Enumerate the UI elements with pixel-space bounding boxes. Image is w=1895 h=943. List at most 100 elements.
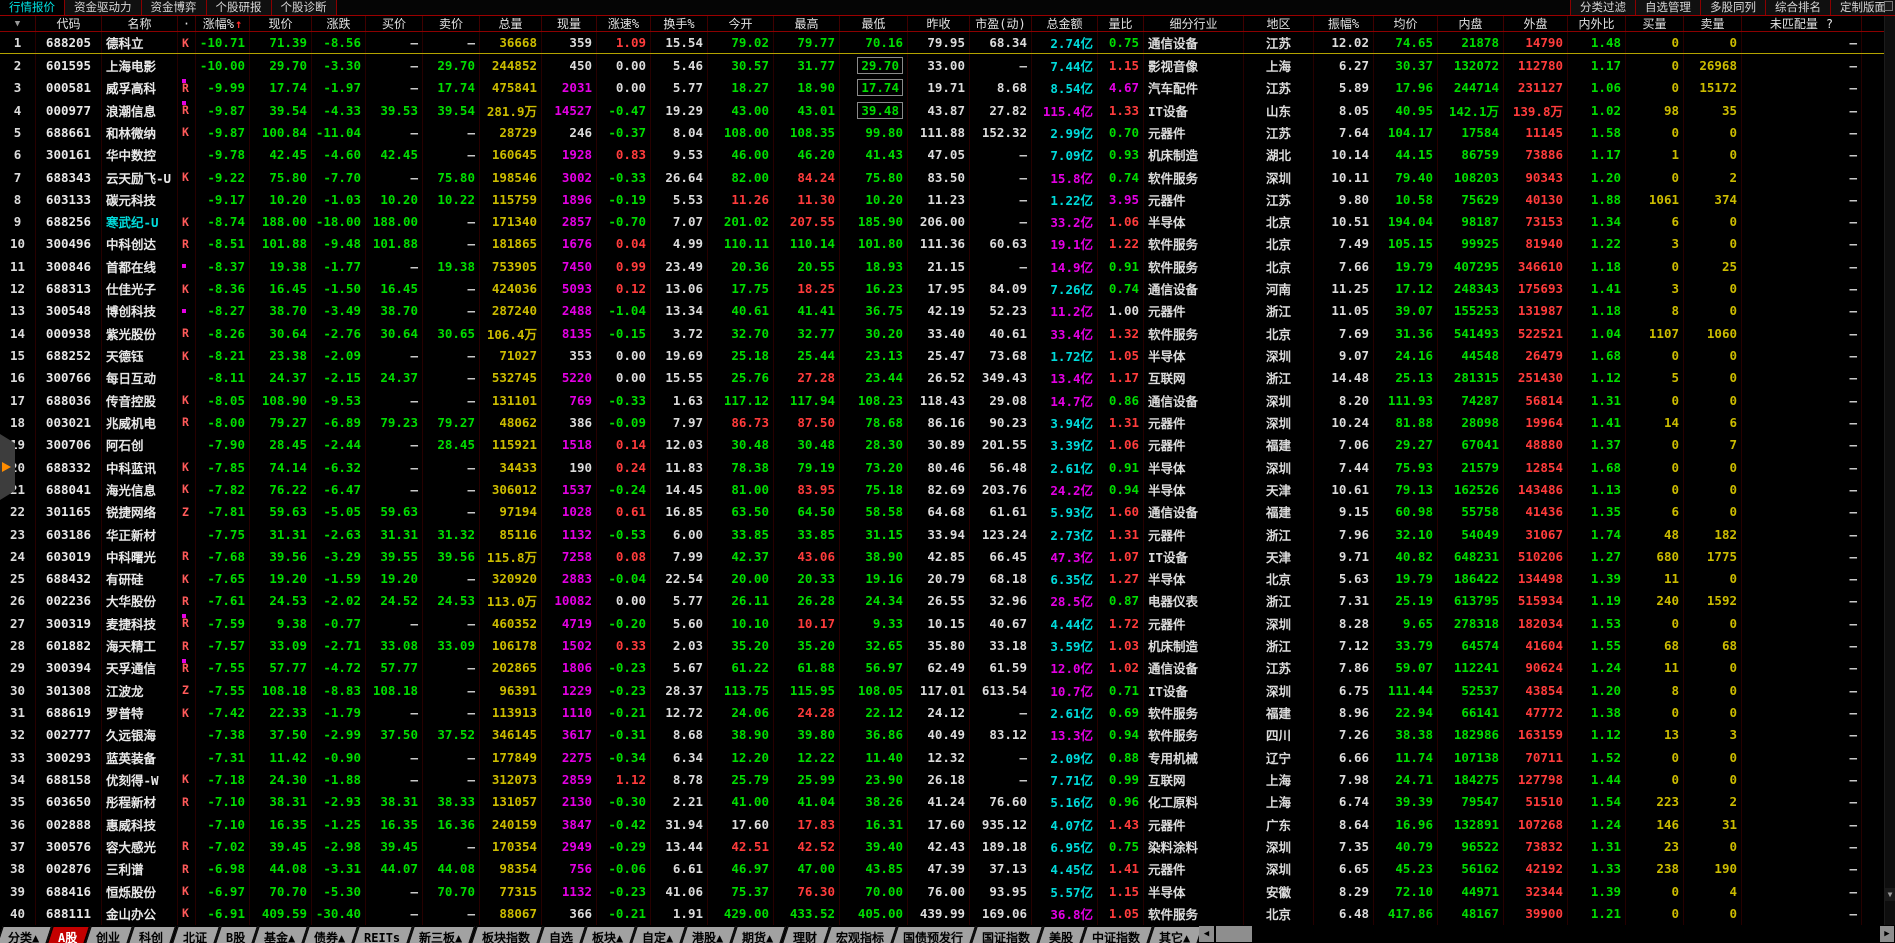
market-tab-期货[interactable]: 期货▲ xyxy=(731,926,787,943)
market-tab-板块[interactable]: 板块▲ xyxy=(580,926,636,943)
column-header-inner-outer-ratio[interactable]: 内外比 xyxy=(1568,16,1626,31)
market-tab-分类[interactable]: 分类▲ xyxy=(0,926,53,943)
column-header-speed[interactable]: 涨速% xyxy=(597,16,651,31)
stock-row[interactable]: 33 300293 蓝英装备 -7.31 11.42 -0.90— —177849 2275-… xyxy=(0,746,1895,769)
stock-row[interactable]: 15 688252 天德钰 K -8.21 23.38 -2.09— —71027 353 0.0… xyxy=(0,344,1895,367)
column-header-prev-close[interactable]: 昨收 xyxy=(908,16,970,31)
stock-row[interactable]: 4 000977 浪潮信息 R -9.87 39.54 -4.33 39.53 39.54 281… xyxy=(0,98,1895,122)
column-header-sell-volume[interactable]: 卖量 xyxy=(1684,16,1742,31)
stock-row[interactable]: 12 688313 仕佳光子 K -8.36 16.45 -1.50 16.45—424036… xyxy=(0,277,1895,300)
filter-down-icon[interactable]: ▼ xyxy=(14,18,21,29)
stock-row[interactable]: 19 300706 阿石创 -7.90 28.45 -2.44—28.45 115921 15… xyxy=(0,433,1895,456)
tabbar-scroll-left-icon[interactable]: ◀ xyxy=(1199,926,1214,942)
stock-row[interactable]: 7 688343 云天励飞-U K -9.22 75.80 -7.70—75.80 19854… xyxy=(0,165,1895,189)
column-header-current-volume[interactable]: 现量 xyxy=(542,16,597,31)
market-tab-REITs[interactable]: REITs xyxy=(353,926,414,943)
menu-tab-行情报价[interactable]: 行情报价 xyxy=(0,0,65,15)
stock-row[interactable]: 14 000938 紫光股份 R -8.26 30.64 -2.76 30.64 30.65 10… xyxy=(0,322,1895,345)
vertical-scrollbar[interactable] xyxy=(1884,16,1895,925)
stock-row[interactable]: 29 300394 天孚通信 R -7.55 57.77 -4.72 57.77—202865… xyxy=(0,656,1895,680)
tabbar-scrollbar-thumb[interactable] xyxy=(1216,926,1252,942)
stock-row[interactable]: 32 002777 久远银海 -7.38 37.50 -2.99 37.50 37.52 346… xyxy=(0,723,1895,746)
column-header-pe-ratio[interactable]: 市盈(动) xyxy=(970,16,1032,31)
market-tab-港股[interactable]: 港股▲ xyxy=(681,926,737,943)
stock-row[interactable]: 10 300496 中科创达 R -8.51 101.88 -9.48 101.88—1818… xyxy=(0,232,1895,256)
market-tab-自定[interactable]: 自定▲ xyxy=(630,926,687,943)
market-tab-国证指数[interactable]: 国证指数 xyxy=(970,926,1043,943)
column-header-marker[interactable]: · xyxy=(178,16,196,31)
row-cursor-indicator[interactable] xyxy=(0,434,15,500)
market-tab-科创[interactable]: 科创 xyxy=(128,926,177,943)
stock-row[interactable]: 2 601595 上海电影 -10.00 29.70 -3.30—29.70 244852 4… xyxy=(0,54,1895,77)
column-header-open[interactable]: 今开 xyxy=(708,16,774,31)
stock-row[interactable]: 36 002888 惠威科技 -7.10 16.35 -1.25 16.35 16.36 240… xyxy=(0,812,1895,836)
column-header-name[interactable]: 名称 xyxy=(102,16,178,31)
market-tab-创业[interactable]: 创业 xyxy=(85,926,134,943)
market-tab-新三板[interactable]: 新三板▲ xyxy=(408,926,476,943)
menu-item-分类过滤[interactable]: 分类过滤 xyxy=(1570,0,1635,15)
market-tab-板块指数[interactable]: 板块指数 xyxy=(470,926,543,943)
column-header-filler[interactable] xyxy=(1862,16,1886,31)
column-header-change[interactable]: 涨跌 xyxy=(312,16,366,31)
column-header-price[interactable]: 现价 xyxy=(250,16,312,31)
stock-row[interactable]: 6 300161 华中数控 -9.78 42.45 -4.60 42.45—160645 19… xyxy=(0,143,1895,166)
stock-row[interactable]: 26 002236 大华股份 R -7.61 24.53 -2.02 24.52 24.53 11… xyxy=(0,589,1895,613)
market-tab-国债预发行[interactable]: 国债预发行 xyxy=(891,926,976,943)
market-tab-自选[interactable]: 自选 xyxy=(537,926,586,943)
column-header-volume[interactable]: 总量 xyxy=(480,16,542,31)
column-header-buy-volume[interactable]: 买量 xyxy=(1626,16,1684,31)
stock-row[interactable]: 16 300766 每日互动 -8.11 24.37 -2.15 24.37—532745 5… xyxy=(0,366,1895,389)
menu-tab-个股研报[interactable]: 个股研报 xyxy=(206,0,272,15)
market-tab-中证指数[interactable]: 中证指数 xyxy=(1080,926,1153,943)
help-icon[interactable]: ? xyxy=(1825,16,1834,31)
stock-row[interactable]: 34 688158 优刻得-W K -7.18 24.30 -1.88— —312073 285… xyxy=(0,768,1895,791)
scroll-down-icon[interactable]: ▼ xyxy=(1885,888,1895,901)
stock-row[interactable]: 22 301165 锐捷网络 Z -7.81 59.63 -5.05 59.63—97194 1… xyxy=(0,500,1895,523)
column-header-turnover[interactable]: 换手% xyxy=(651,16,708,31)
column-header-outer-volume[interactable]: 外盘 xyxy=(1504,16,1568,31)
stock-row[interactable]: 40 688111 金山办公 K -6.91 409.59 -30.40— —88067 366… xyxy=(0,902,1895,925)
market-tab-美股[interactable]: 美股 xyxy=(1037,926,1086,943)
stock-row[interactable]: 9 688256 寒武纪-U K -8.74 188.00 -18.00 188.00—171… xyxy=(0,210,1895,233)
stock-row[interactable]: 28 601882 海天精工 R -7.57 33.09 -2.71 33.08 33.09 10… xyxy=(0,634,1895,657)
stock-row[interactable]: 11 300846 首都在线 -8.37 19.38 -1.77—19.38 753905 7… xyxy=(0,255,1895,278)
column-header-industry[interactable]: 细分行业 xyxy=(1144,16,1244,31)
column-header-buy-price[interactable]: 买价 xyxy=(366,16,423,31)
stock-row[interactable]: 13 300548 博创科技 -8.27 38.70 -3.49 38.70—287240 2… xyxy=(0,299,1895,323)
column-header-high[interactable]: 最高 xyxy=(774,16,840,31)
column-header-amplitude[interactable]: 振幅% xyxy=(1314,16,1374,31)
column-header-sell-price[interactable]: 卖价 xyxy=(423,16,480,31)
scrollbar-top-button[interactable] xyxy=(1884,1,1893,11)
stock-row[interactable]: 3 000581 威孚高科 R -9.99 17.74 -1.97—17.74 475841 2… xyxy=(0,76,1895,99)
market-tab-理财[interactable]: 理财 xyxy=(781,926,830,943)
column-header-region[interactable]: 地区 xyxy=(1244,16,1314,31)
menu-tab-资金博弈[interactable]: 资金博弈 xyxy=(141,0,207,15)
stock-row[interactable]: 21 688041 海光信息 K -7.82 76.22 -6.47— —306012 1537… xyxy=(0,478,1895,501)
column-header-low[interactable]: 最低 xyxy=(840,16,908,31)
column-header-amount[interactable]: 总金额 xyxy=(1032,16,1098,31)
market-tab-B股[interactable]: B股 xyxy=(214,926,258,943)
column-header-unmatched-volume[interactable]: 未匹配量? xyxy=(1742,16,1862,31)
stock-row[interactable]: 17 688036 传音控股 K -8.05 108.90 -9.53— —131101 769… xyxy=(0,389,1895,412)
menu-item-综合排名[interactable]: 综合排名 xyxy=(1765,0,1830,15)
column-header-row-number[interactable]: ▼ xyxy=(0,16,36,31)
menu-tab-资金驱动力[interactable]: 资金驱动力 xyxy=(65,0,142,15)
stock-row[interactable]: 38 002876 三利谱 R -6.98 44.08 -3.31 44.07 44.08 983… xyxy=(0,857,1895,880)
column-header-code[interactable]: 代码 xyxy=(36,16,102,31)
stock-row[interactable]: 39 688416 恒烁股份 K -6.97 70.70 -5.30—70.70 77315 1… xyxy=(0,879,1895,903)
menu-tab-个股诊断[interactable]: 个股诊断 xyxy=(271,0,337,15)
stock-row[interactable]: 23 603186 华正新材 -7.75 31.31 -2.63 31.31 31.32 851… xyxy=(0,522,1895,546)
tabbar-scroll-right-icon[interactable]: ▶ xyxy=(1880,926,1894,942)
stock-row[interactable]: 1 688205 德科立 K -10.71 71.39 -8.56— —36668 359 1.0… xyxy=(0,32,1895,55)
stock-row[interactable]: 5 688661 和林微纳 K -9.87 100.84 -11.04— —28729 246-… xyxy=(0,121,1895,144)
menu-item-定制版面[interactable]: 定制版面 xyxy=(1830,0,1895,15)
menu-item-自选管理[interactable]: 自选管理 xyxy=(1635,0,1700,15)
menu-item-多股同列[interactable]: 多股同列 xyxy=(1700,0,1765,15)
market-tab-A股[interactable]: A股 xyxy=(47,926,91,943)
column-header-pct-change[interactable]: 涨幅% ↑ xyxy=(196,16,250,31)
stock-row[interactable]: 35 603650 彤程新材 R -7.10 38.31 -2.93 38.31 38.33 13… xyxy=(0,790,1895,813)
stock-row[interactable]: 37 300576 容大感光 R -7.02 39.45 -2.98 39.45—170354… xyxy=(0,835,1895,858)
stock-row[interactable]: 18 003021 兆威机电 R -8.00 79.27 -6.89 79.23 79.27 48… xyxy=(0,411,1895,434)
stock-row[interactable]: 8 603133 碳元科技 -9.17 10.20 -1.03 10.20 10.22 1157… xyxy=(0,188,1895,211)
stock-row[interactable]: 31 688619 罗普特 K -7.42 22.33 -1.79— —113913 1110-… xyxy=(0,701,1895,724)
